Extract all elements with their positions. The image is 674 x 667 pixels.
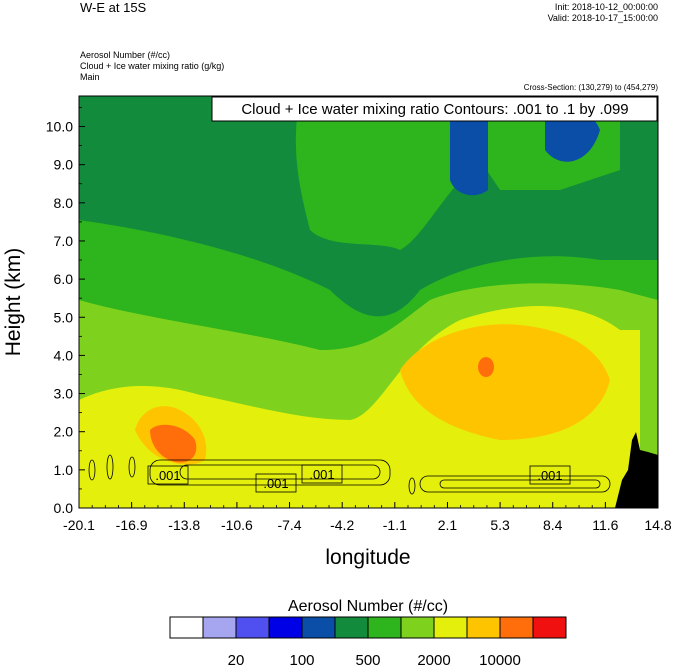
colorbar-labels: 20 100 500 2000 10000: [228, 652, 521, 667]
colorbar-swatch: [499, 616, 534, 639]
colorbar-tick-label: 500: [355, 652, 380, 667]
y-tick-label: 4.0: [54, 347, 74, 363]
y-tick-label: 5.0: [54, 309, 74, 325]
contour-info-text: Cloud + Ice water mixing ratio Contours:…: [241, 101, 628, 118]
contour-line: [128, 456, 136, 478]
field-label-main: Main: [80, 72, 100, 82]
colorbar-swatch: [466, 616, 501, 639]
y-tick-label: 9.0: [54, 157, 74, 173]
x-tick-label: -4.2: [330, 517, 354, 533]
colorbar-swatch: [301, 616, 336, 639]
contour-value-label: .001: [263, 476, 288, 491]
filled-field: [79, 96, 658, 508]
colorbar-tick-label: 20: [228, 652, 245, 667]
contour-line: [408, 477, 416, 495]
field-region-orange: [400, 324, 610, 440]
x-tick-label: 8.4: [543, 517, 563, 533]
contour-lines: [88, 454, 611, 495]
contour-line: [439, 479, 601, 489]
y-axis: 0.0 1.0 2.0 3.0 4.0 5.0 6.0 7.0 8.0 9.0 10.0: [46, 107, 85, 516]
colorbar-tick-label: 2000: [417, 652, 450, 667]
y-tick-label: 1.0: [54, 462, 74, 478]
contour-label-box: [255, 473, 297, 493]
y-tick-label: 6.0: [54, 271, 74, 287]
contour-line: [149, 459, 391, 486]
y-tick-label: 7.0: [54, 233, 74, 249]
colorbar-tick-label: 100: [289, 652, 314, 667]
x-tick-label: -7.4: [277, 517, 301, 533]
x-axis-label: longitude: [325, 546, 410, 569]
colorbar-title: Aerosol Number (#/cc): [288, 598, 448, 615]
x-tick-label: -20.1: [63, 517, 95, 533]
colorbar-swatch: [202, 616, 237, 639]
colorbar-swatch: [532, 616, 567, 639]
y-tick-label: 2.0: [54, 424, 74, 440]
contour-value-labels: .001 .001 .001 .001: [147, 464, 571, 493]
field-region-darkorange: [150, 424, 197, 463]
x-tick-label: 11.6: [592, 517, 618, 533]
contour-value-label: .001: [537, 468, 562, 483]
y-tick-label: 8.0: [54, 195, 74, 211]
x-axis: -20.1 -16.9 -13.8 -10.6 -7.4 -4.2 -1.1 2.1 5.3 8.…: [63, 502, 672, 533]
colorbar-tick-label: 10000: [479, 652, 521, 667]
field-label-aerosol: Aerosol Number (#/cc): [80, 50, 171, 60]
contour-line: [179, 464, 381, 480]
contour-line: [88, 459, 96, 481]
colorbar-swatch: [268, 616, 303, 639]
contour-line: [419, 475, 611, 493]
field-label-cloud: Cloud + Ice water mixing ratio (g/kg): [80, 61, 225, 71]
field-region-darkorange-spot: [478, 357, 494, 377]
colorbar-swatch: [334, 616, 369, 639]
contour-label-box: [529, 465, 571, 485]
contour-value-label: .001: [155, 468, 180, 483]
x-tick-label: 2.1: [438, 517, 458, 533]
colorbar-swatch: [235, 616, 270, 639]
x-tick-label: -1.1: [383, 517, 407, 533]
colorbar-swatch: [433, 616, 468, 639]
x-tick-label: -16.9: [116, 517, 148, 533]
contour-label-box: [301, 464, 343, 484]
contour-line: [106, 454, 114, 480]
x-tick-label: -13.8: [168, 517, 200, 533]
y-tick-label: 10.0: [46, 119, 73, 135]
x-tick-label: 14.8: [644, 517, 671, 533]
y-tick-label: 3.0: [54, 386, 74, 402]
colorbar-swatch: [367, 616, 402, 639]
cross-section-label: Cross-Section: (130,279) to (454,279): [523, 83, 658, 92]
y-axis-label: Height (km): [2, 248, 25, 357]
contour-label-box: [147, 465, 189, 485]
valid-time: Valid: 2018-10-17_15:00:00: [547, 13, 658, 23]
contour-value-label: .001: [309, 467, 334, 482]
x-tick-label: 5.3: [490, 517, 510, 533]
init-time: Init: 2018-10-12_00:00:00: [554, 2, 658, 12]
colorbar-swatch: [400, 616, 435, 639]
x-tick-label: -10.6: [221, 517, 253, 533]
plot-title: W-E at 15S: [80, 0, 147, 15]
contour-info-box: [211, 96, 658, 122]
colorbar-swatch: [169, 616, 204, 639]
terrain-mask: [615, 432, 658, 508]
colorbar: [169, 616, 567, 639]
field-region-green-upper: [295, 96, 470, 250]
y-tick-label: 0.0: [54, 500, 74, 516]
